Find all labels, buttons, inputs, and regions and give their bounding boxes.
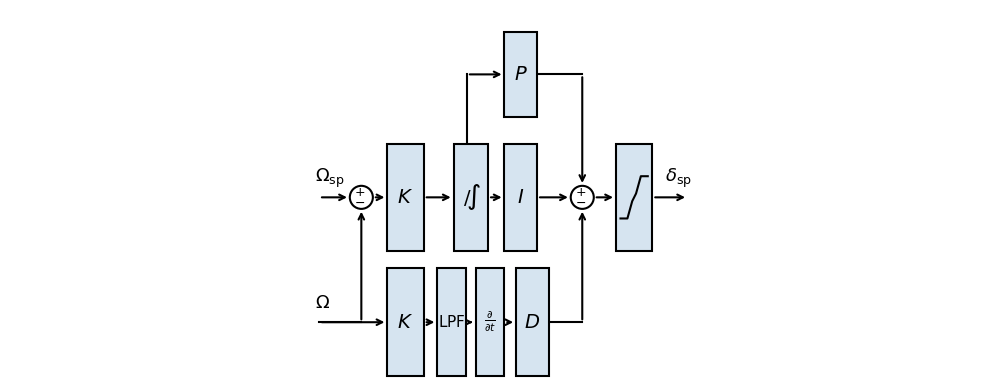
FancyBboxPatch shape <box>475 269 505 376</box>
Text: $-$: $-$ <box>575 196 586 209</box>
Circle shape <box>349 186 373 209</box>
Text: $I$: $I$ <box>518 188 525 207</box>
Text: $\Omega_{\mathrm{sp}}$: $\Omega_{\mathrm{sp}}$ <box>315 166 345 190</box>
Text: $+$: $+$ <box>575 186 586 199</box>
Text: $+$: $+$ <box>353 186 366 199</box>
Text: $\Omega$: $\Omega$ <box>315 294 330 312</box>
Text: $P$: $P$ <box>514 65 528 84</box>
Text: $\mathrm{LPF}$: $\mathrm{LPF}$ <box>438 314 465 330</box>
Text: $-$: $-$ <box>353 196 365 209</box>
FancyBboxPatch shape <box>388 269 424 376</box>
FancyBboxPatch shape <box>437 269 466 376</box>
Circle shape <box>571 186 594 209</box>
Text: $\,/\!\int$: $\,/\!\int$ <box>460 182 481 212</box>
FancyBboxPatch shape <box>388 144 424 251</box>
FancyBboxPatch shape <box>505 32 537 116</box>
FancyBboxPatch shape <box>616 144 653 251</box>
Text: $K$: $K$ <box>398 313 414 332</box>
Text: $\frac{\partial}{\partial t}$: $\frac{\partial}{\partial t}$ <box>484 310 496 334</box>
FancyBboxPatch shape <box>453 144 488 251</box>
Text: $D$: $D$ <box>525 313 541 332</box>
FancyBboxPatch shape <box>505 144 537 251</box>
FancyBboxPatch shape <box>516 269 549 376</box>
Text: $\delta_{\mathrm{sp}}$: $\delta_{\mathrm{sp}}$ <box>665 166 692 190</box>
Text: $K$: $K$ <box>398 188 414 207</box>
